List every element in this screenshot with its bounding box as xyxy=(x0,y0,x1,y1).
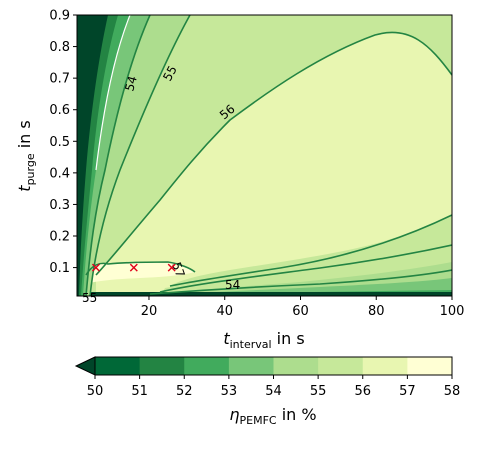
y-label-sub: purge xyxy=(24,153,37,185)
plot-frame xyxy=(76,14,453,297)
y-tick-label: 0.6 xyxy=(49,103,70,118)
y-tick-label: 0.7 xyxy=(49,72,70,87)
contour-line-54-lower xyxy=(149,269,452,295)
colorbar-tick-label: 56 xyxy=(354,384,371,399)
contour-line-57 xyxy=(85,261,196,276)
y-axis-label: tpurge in s xyxy=(15,120,37,191)
y-tick-label: 0.1 xyxy=(49,261,70,276)
y-label-main: t xyxy=(15,185,34,192)
colorbar-tick-label: 54 xyxy=(265,384,282,399)
colorbar-tick-label: 52 xyxy=(176,384,193,399)
colorbar-cell xyxy=(139,357,185,375)
marker-x xyxy=(167,263,176,272)
y-tick-label: 0.4 xyxy=(49,166,70,181)
colorbar-tick-label: 57 xyxy=(399,384,416,399)
colorbar-tick-label: 50 xyxy=(87,384,104,399)
y-tick-label: 0.8 xyxy=(49,40,70,55)
x-axis-label: tinterval in s xyxy=(223,329,304,351)
fill-region-below-50-bottom xyxy=(77,292,452,296)
contour-fills xyxy=(77,15,452,296)
contour-label-54-upper: 54 xyxy=(122,74,139,92)
colorbar-extend-triangle xyxy=(74,356,96,376)
x-tick-label: 40 xyxy=(216,304,233,319)
contour-line-55-upper xyxy=(89,15,191,296)
x-tick-label: 100 xyxy=(440,304,465,319)
x-label-unit: in s xyxy=(272,329,305,348)
colorbar-label-unit: in % xyxy=(277,405,317,424)
x-tick-label: 60 xyxy=(292,304,309,319)
colorbar-cell xyxy=(407,357,453,375)
contour-line-56-upper xyxy=(95,31,452,276)
marker-x xyxy=(129,263,138,272)
y-axis-ticks: 0.1 0.2 0.3 0.4 0.5 0.6 0.7 0.8 0.9 xyxy=(49,9,77,276)
colorbar-cell xyxy=(184,357,230,375)
colorbar-tick-label: 58 xyxy=(444,384,461,399)
x-tick-label: 20 xyxy=(141,304,158,319)
marker-group xyxy=(91,263,176,272)
colorbar-label: ηPEMFC in % xyxy=(229,405,316,427)
fill-region-56-57 xyxy=(96,32,452,296)
x-tick-label: 80 xyxy=(368,304,385,319)
colorbar-tick-label: 55 xyxy=(310,384,327,399)
x-label-main: t xyxy=(223,329,230,348)
contour-label-55-lower: 55 xyxy=(82,291,97,305)
y-label-unit: in s xyxy=(15,120,34,153)
contour-line-55-lower xyxy=(159,244,452,293)
contour-label-54-lower: 54 xyxy=(225,278,240,292)
y-tick-label: 0.2 xyxy=(49,230,70,245)
fill-region-below-50-left xyxy=(77,15,108,296)
y-tick-label: 0.5 xyxy=(49,135,70,150)
colorbar-tick-label: 53 xyxy=(221,384,238,399)
y-tick-label: 0.3 xyxy=(49,198,70,213)
colorbar-label-main: η xyxy=(229,405,239,424)
contour-line-54-upper xyxy=(85,15,151,296)
colorbar-label-sub: PEMFC xyxy=(240,414,277,427)
colorbar-tick-label: 51 xyxy=(131,384,148,399)
colorbar-cell xyxy=(362,357,408,375)
colorbar-cell xyxy=(228,357,274,375)
contour-line-56-lower xyxy=(169,214,452,287)
marker-x xyxy=(91,263,100,272)
x-label-sub: interval xyxy=(230,338,272,351)
contour-label-55-upper: 55 xyxy=(160,63,180,83)
colorbar-cell xyxy=(318,357,364,375)
fill-region-57-58 xyxy=(86,262,195,284)
x-axis-ticks: 20 40 60 80 100 xyxy=(141,296,465,319)
colorbar-cell xyxy=(273,357,319,375)
y-tick-label: 0.9 xyxy=(49,9,70,24)
colorbar: 50 51 52 53 54 55 56 57 58 ηPEMFC in % xyxy=(74,356,461,427)
contour-line-53 xyxy=(95,15,131,171)
colorbar-cell xyxy=(95,357,141,375)
contour-lines xyxy=(85,15,452,296)
